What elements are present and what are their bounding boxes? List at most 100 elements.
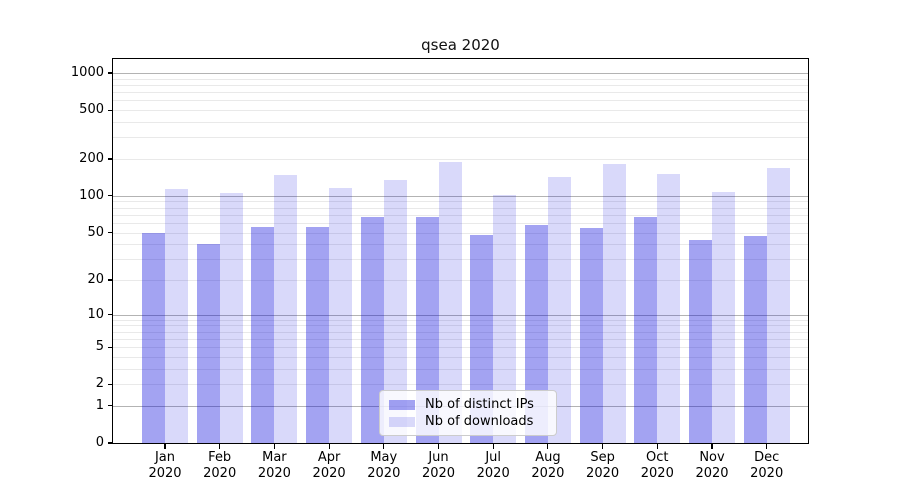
x-tick-mark	[219, 444, 221, 449]
legend-swatch-downloads	[389, 416, 415, 427]
legend-label-downloads: Nb of downloads	[425, 414, 534, 429]
y-tick-mark	[108, 383, 113, 385]
x-tick-year: 2020	[531, 465, 565, 481]
minor-gridline	[113, 122, 808, 123]
bar-distinct-ips-aug	[524, 224, 548, 443]
x-tick-year: 2020	[148, 465, 182, 481]
y-tick-mark	[108, 158, 113, 160]
legend-label-distinct-ips: Nb of distinct IPs	[425, 397, 534, 412]
x-tick-year: 2020	[695, 465, 729, 481]
minor-gridline	[113, 368, 808, 370]
y-tick-label: 100	[79, 187, 104, 203]
x-tick-mark	[383, 444, 385, 449]
x-tick-label: Nov 2020	[680, 450, 744, 481]
major-gridline	[113, 195, 808, 197]
x-tick-label: Mar 2020	[242, 450, 306, 481]
minor-gridline	[113, 325, 808, 327]
minor-gridline	[113, 222, 808, 224]
x-tick-year: 2020	[367, 465, 401, 481]
y-tick-label: 1	[95, 397, 104, 413]
legend-item-downloads: Nb of downloads	[389, 413, 547, 430]
y-tick-mark	[108, 72, 113, 74]
x-tick-year: 2020	[312, 465, 346, 481]
y-tick-label: 20	[87, 272, 104, 287]
minor-gridline	[113, 338, 808, 340]
legend-item-distinct-ips: Nb of distinct IPs	[389, 396, 547, 413]
y-tick-mark	[108, 314, 113, 316]
x-tick-mark	[656, 444, 658, 449]
minor-gridline	[113, 259, 808, 261]
x-tick-year: 2020	[586, 465, 620, 481]
y-tick-label: 50	[87, 224, 104, 240]
x-tick-year: 2020	[257, 465, 291, 481]
y-tick-mark	[108, 109, 113, 111]
x-tick-mark	[602, 444, 604, 449]
minor-gridline	[113, 100, 808, 102]
x-tick-label: Sep 2020	[571, 450, 635, 481]
x-tick-label: Jun 2020	[407, 450, 471, 481]
y-tick-mark	[108, 405, 113, 407]
x-tick-label: May 2020	[352, 450, 416, 481]
y-tick-mark	[108, 442, 113, 444]
minor-gridline	[113, 244, 808, 246]
x-tick-mark	[437, 444, 440, 449]
bar-downloads-aug	[547, 176, 571, 443]
bar-downloads-nov	[712, 192, 735, 443]
minor-gridline	[113, 110, 808, 112]
bar-distinct-ips-dec	[743, 235, 767, 443]
x-tick-mark	[492, 444, 494, 449]
x-tick-mark	[547, 444, 549, 449]
x-tick-month: Dec	[754, 450, 780, 465]
minor-gridline	[113, 85, 808, 86]
bar-downloads-apr	[329, 188, 353, 443]
x-tick-month: Aug	[535, 450, 561, 465]
bar-distinct-ips-jan	[142, 232, 165, 443]
minor-gridline	[113, 207, 808, 209]
bar-distinct-ips-may	[360, 217, 384, 443]
bar-downloads-feb	[219, 192, 243, 443]
bar-distinct-ips-sep	[579, 228, 603, 443]
legend-swatch-distinct-ips	[389, 399, 415, 410]
x-tick-label: Apr 2020	[297, 450, 361, 481]
x-tick-mark	[328, 444, 330, 449]
y-tick-mark	[108, 279, 113, 281]
bar-downloads-jul	[493, 195, 517, 443]
minor-gridline	[113, 331, 808, 333]
bar-downloads-jan	[165, 188, 188, 443]
y-tick-label: 500	[79, 102, 104, 118]
x-tick-year: 2020	[640, 465, 674, 481]
chart-title: qsea 2020	[421, 36, 500, 54]
x-tick-year: 2020	[750, 465, 784, 481]
bar-distinct-ips-nov	[689, 240, 712, 443]
y-tick-label: 0	[95, 435, 104, 450]
minor-gridline	[113, 78, 808, 80]
x-tick-month: Nov	[699, 450, 725, 465]
x-tick-month: Oct	[646, 450, 669, 465]
bar-downloads-mar	[274, 174, 298, 443]
minor-gridline	[113, 384, 808, 386]
minor-gridline	[113, 232, 808, 234]
x-tick-mark	[164, 444, 166, 449]
x-tick-month: Sep	[590, 450, 615, 465]
minor-gridline	[113, 159, 808, 160]
bar-downloads-oct	[657, 174, 681, 443]
x-tick-label: Jan 2020	[133, 450, 197, 481]
x-tick-label: Oct 2020	[625, 450, 689, 481]
x-tick-label: Jul 2020	[461, 450, 525, 481]
x-tick-mark	[766, 444, 768, 449]
bar-downloads-may	[383, 180, 407, 443]
minor-gridline	[113, 280, 808, 281]
major-gridline	[113, 73, 808, 74]
y-tick-label: 10	[87, 306, 104, 322]
x-tick-mark	[711, 444, 713, 449]
y-tick-mark	[108, 231, 113, 234]
x-tick-year: 2020	[421, 465, 456, 481]
bar-distinct-ips-jun	[415, 217, 439, 443]
y-tick-mark	[108, 195, 113, 197]
x-tick-label: Feb 2020	[188, 450, 252, 481]
minor-gridline	[113, 356, 808, 358]
x-tick-label: Dec 2020	[735, 450, 799, 481]
x-tick-month: Jan	[154, 450, 176, 465]
x-tick-year: 2020	[203, 465, 237, 481]
